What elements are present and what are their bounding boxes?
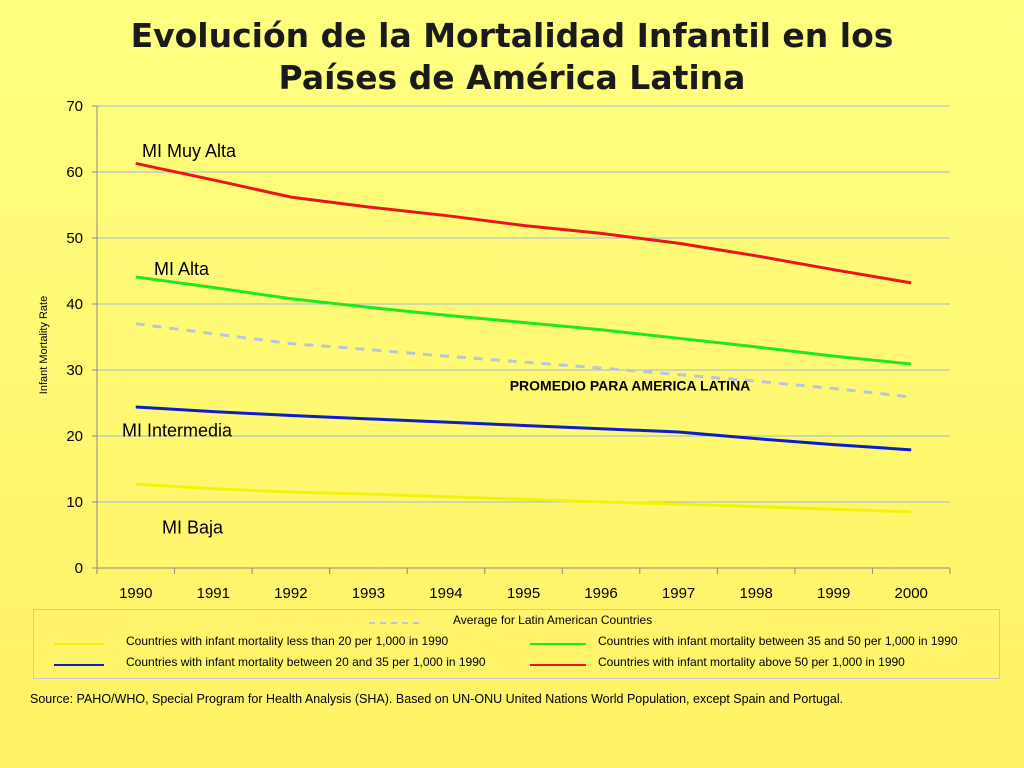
legend-swatch-above-50 xyxy=(530,664,586,666)
legend-label-above-50: Countries with infant mortality above 50… xyxy=(598,655,905,669)
y-tick-label: 40 xyxy=(66,296,83,313)
series-label-intermedia: MI Intermedia xyxy=(122,421,233,441)
legend-swatch-between-20-35 xyxy=(54,664,104,666)
y-tick-label: 70 xyxy=(66,98,83,115)
x-tick-label: 1999 xyxy=(817,585,850,602)
y-tick-label: 50 xyxy=(66,230,83,247)
x-tick-label: 2000 xyxy=(895,585,928,602)
x-tick-label: 1990 xyxy=(119,585,152,602)
series-line-intermedia xyxy=(135,405,912,452)
x-tick-label: 1996 xyxy=(584,585,617,602)
x-tick-label: 1998 xyxy=(739,585,772,602)
legend-label-average: Average for Latin American Countries xyxy=(453,613,653,627)
legend: Average for Latin American Countries Cou… xyxy=(33,609,1000,679)
series-labels: MI Muy Alta MI Alta PROMEDIO PARA AMERICA … xyxy=(122,141,750,538)
x-tick-label: 1991 xyxy=(197,585,230,602)
series-label-alta: MI Alta xyxy=(154,259,210,279)
legend-swatch-average xyxy=(369,622,419,624)
legend-label-between-35-50: Countries with infant mortality between … xyxy=(598,634,958,648)
series-label-baja: MI Baja xyxy=(162,518,224,538)
line-chart: 0 10 20 30 40 50 60 70 1990 1991 1992 1993 1994 1995 1… xyxy=(38,98,951,602)
series-label-promedio: PROMEDIO PARA AMERICA LATINA xyxy=(510,377,751,393)
gridlines xyxy=(97,105,950,503)
series-label-muy_alta: MI Muy Alta xyxy=(142,141,237,161)
y-tick-label: 60 xyxy=(66,164,83,181)
x-tick-label: 1994 xyxy=(429,585,462,602)
x-tick-label: 1997 xyxy=(662,585,695,602)
x-tick-label: 1992 xyxy=(274,585,307,602)
legend-swatch-between-35-50 xyxy=(530,643,586,645)
y-tick-label: 10 xyxy=(66,494,83,511)
chart-title-line-1: Evolución de la Mortalidad Infantil en l… xyxy=(130,16,894,55)
x-tick-label: 1995 xyxy=(507,585,540,602)
x-tick-label: 1993 xyxy=(352,585,385,602)
y-tick-label: 20 xyxy=(66,428,83,445)
chart-title-line-2: Países de América Latina xyxy=(278,58,746,97)
legend-label-less-20: Countries with infant mortality less tha… xyxy=(126,634,449,648)
axes: 0 10 20 30 40 50 60 70 1990 1991 1992 1993 1994 1995 1… xyxy=(66,98,951,602)
legend-swatch-less-20 xyxy=(54,643,104,645)
series-line-baja xyxy=(135,482,912,514)
series-line-muy_alta xyxy=(135,161,912,285)
series-line-alta xyxy=(135,275,912,366)
y-tick-label: 30 xyxy=(66,362,83,379)
y-tick-label: 0 xyxy=(75,560,83,577)
source-note: Source: PAHO/WHO, Special Program for He… xyxy=(30,692,844,706)
legend-label-between-20-35: Countries with infant mortality between … xyxy=(126,655,486,669)
y-axis-title: Infant Mortality Rate xyxy=(38,296,50,394)
series-line-promedio xyxy=(135,322,912,399)
series-lines xyxy=(135,161,912,514)
